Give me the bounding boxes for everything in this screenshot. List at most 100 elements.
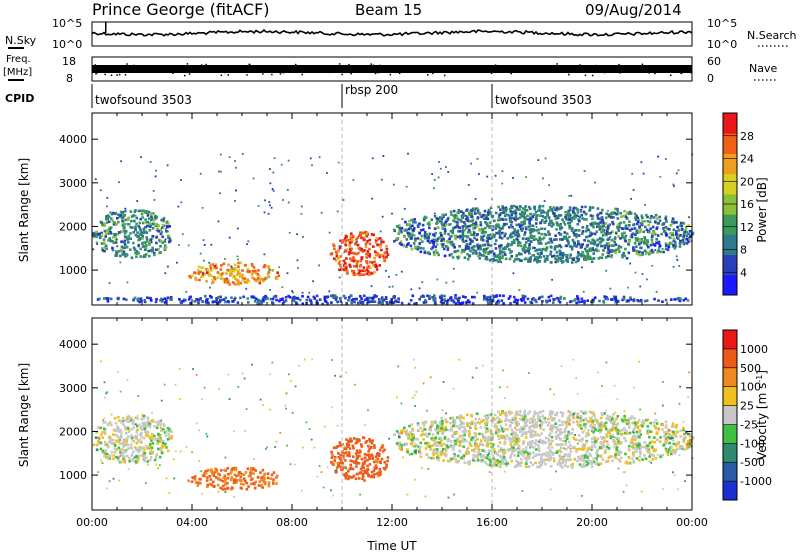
power-echo [461, 214, 464, 217]
velocity-echo [505, 434, 509, 437]
power-scatter [167, 265, 169, 268]
velocity-echo [350, 439, 353, 443]
power-echo [140, 212, 144, 216]
power-echo [350, 301, 353, 305]
power-echo [339, 300, 343, 303]
velocity-echo [452, 439, 456, 443]
power-echo [524, 226, 528, 229]
power-echo [667, 243, 671, 246]
velocity-echo [123, 450, 127, 454]
velocity-echo [468, 426, 472, 429]
power-echo [416, 247, 419, 251]
power-echo [676, 225, 679, 229]
velocity-echo [205, 479, 209, 482]
power-echo [368, 247, 371, 251]
power-echo [426, 239, 430, 243]
power-echo [551, 209, 554, 213]
velocity-echo [152, 438, 155, 441]
noise-sky-trace [91, 22, 693, 37]
velocity-echo [349, 437, 352, 440]
power-echo [551, 222, 554, 225]
velocity-echo [578, 420, 582, 423]
power-echo [133, 248, 137, 251]
power-echo [613, 296, 617, 300]
power-echo [149, 240, 153, 244]
power-echo [395, 237, 399, 240]
power-echo [687, 232, 690, 236]
power-echo [136, 298, 139, 301]
power-echo [520, 210, 524, 214]
power-echo [523, 251, 527, 254]
power-echo [544, 233, 548, 237]
power-echo [639, 246, 642, 250]
power-echo [439, 300, 443, 304]
velocity-echo [456, 440, 460, 444]
velocity-echo [125, 454, 129, 458]
velocity-echo [385, 466, 388, 469]
velocity-echo [541, 452, 544, 456]
power-echo [366, 232, 370, 236]
power-echo [542, 255, 546, 258]
power-echo [632, 246, 635, 249]
power-echo [264, 294, 267, 298]
velocity-echo [538, 411, 541, 414]
velocity-echo [452, 452, 456, 455]
power-echo [539, 242, 543, 245]
velocity-echo [101, 449, 105, 453]
velocity-echo [260, 478, 264, 482]
power-echo [451, 231, 455, 235]
power-echo [621, 254, 624, 257]
power-echo [104, 297, 108, 300]
power-cbar-8 [723, 113, 737, 134]
power-echo [356, 260, 360, 263]
power-echo [581, 226, 585, 229]
velocity-echo [635, 457, 639, 460]
power-echo [142, 231, 145, 234]
power-echo [262, 299, 265, 303]
power-echo [150, 211, 154, 215]
velocity-echo [155, 437, 159, 440]
power-echo [676, 236, 680, 239]
velocity-echo [125, 437, 129, 441]
velocity-echo [525, 432, 528, 436]
power-echo [342, 294, 346, 298]
power-echo [510, 254, 513, 258]
power-echo [555, 251, 559, 254]
power-echo [595, 230, 599, 233]
power-echo [601, 224, 605, 228]
power-echo [426, 294, 429, 298]
power-echo [612, 216, 615, 219]
velocity-echo [158, 439, 161, 443]
power-echo [116, 216, 119, 220]
power-echo [189, 301, 192, 305]
power-echo [639, 222, 643, 225]
power-scatter [644, 204, 646, 206]
power-echo [645, 228, 649, 232]
power-echo [338, 297, 342, 300]
freq-speck [104, 73, 106, 76]
power-echo [664, 242, 668, 246]
velocity-echo [583, 454, 586, 458]
power-echo [654, 213, 658, 217]
power-echo [414, 221, 417, 224]
velocity-echo [166, 427, 170, 430]
power-echo [504, 232, 507, 236]
power-echo [608, 223, 612, 226]
power-echo [639, 241, 642, 245]
power-echo [498, 252, 502, 256]
power-echo [231, 281, 235, 284]
power-echo [520, 252, 523, 256]
power-echo [287, 294, 290, 298]
velocity-echo [564, 460, 567, 464]
freq-speck [514, 71, 517, 73]
velocity-echo [239, 486, 243, 490]
velocity-echo [631, 421, 635, 425]
velocity-echo [163, 444, 167, 448]
power-echo [552, 298, 556, 301]
power-echo [142, 227, 146, 231]
velocity-echo [143, 448, 146, 452]
power-scatter [370, 285, 373, 288]
power-echo [450, 243, 454, 246]
power-echo [572, 215, 575, 219]
power-scatter [433, 187, 435, 190]
